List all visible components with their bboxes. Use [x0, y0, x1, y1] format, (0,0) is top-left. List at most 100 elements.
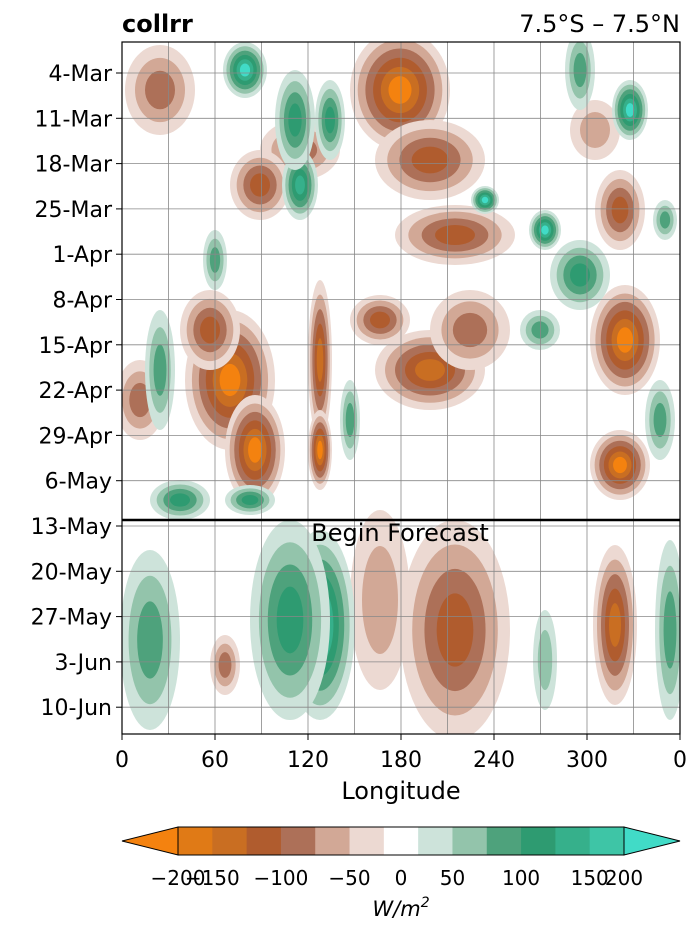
- positive-anomaly-contour: [625, 103, 635, 117]
- positive-anomaly-contour: [659, 211, 671, 229]
- colorbar-segment: [383, 827, 419, 855]
- y-tick-label: 27-May: [31, 606, 112, 631]
- plot-area: [122, 42, 680, 734]
- y-axis: 4-Mar 11-Mar 18-Mar 25-Mar 1-Apr 8-Apr 15-Apr 2…: [31, 62, 122, 721]
- negative-anomaly-contour: [145, 70, 175, 110]
- negative-anomaly-contour: [452, 312, 488, 348]
- positive-anomaly-contour: [541, 225, 549, 235]
- y-tick-label: 3-Jun: [54, 651, 112, 676]
- colorbar-max-extend: [623, 826, 681, 856]
- negative-anomaly-contour: [370, 311, 390, 329]
- negative-anomaly-contour: [415, 359, 445, 381]
- colorbar-tick-label: 100: [502, 866, 540, 890]
- y-tick-label: 6-May: [45, 470, 112, 495]
- x-tick-label: 60: [201, 748, 229, 773]
- colorbar-segment: [452, 827, 488, 855]
- x-tick-label: 240: [473, 748, 515, 773]
- colorbar-min-extend: [121, 826, 179, 856]
- colorbar-tick-label: −50: [328, 866, 370, 890]
- negative-anomaly-contour: [609, 603, 621, 647]
- colorbar-segment: [418, 827, 453, 855]
- positive-anomaly-contour: [137, 601, 163, 679]
- x-tick-label: 0: [673, 748, 687, 773]
- negative-anomaly-contour: [613, 456, 627, 474]
- x-tick-label: 300: [566, 748, 608, 773]
- negative-anomaly-contour: [218, 652, 232, 678]
- positive-anomaly-contour: [481, 196, 489, 204]
- y-tick-label: 11-Mar: [35, 107, 113, 132]
- y-tick-label: 10-Jun: [40, 696, 112, 721]
- negative-anomaly-contour: [316, 338, 324, 382]
- negative-anomaly-contour: [411, 146, 449, 174]
- y-tick-label: 18-Mar: [35, 153, 113, 178]
- y-tick-label: 29-Apr: [38, 424, 112, 449]
- positive-anomaly-contour: [241, 495, 259, 505]
- y-tick-label: 4-Mar: [49, 62, 113, 87]
- positive-anomaly-contour: [345, 402, 355, 438]
- colorbar-segment: [315, 827, 351, 855]
- positive-anomaly-contour: [570, 263, 590, 287]
- colorbar-segment: [212, 827, 248, 855]
- x-axis-label: Longitude: [341, 777, 460, 805]
- colorbar-tick-label: 0: [395, 866, 408, 890]
- negative-anomaly-contour: [362, 546, 398, 654]
- forecast-label: Begin Forecast: [311, 519, 489, 547]
- y-tick-label: 1-Apr: [52, 243, 112, 268]
- positive-anomaly-contour: [537, 630, 553, 690]
- negative-anomaly-contour: [248, 437, 262, 463]
- positive-anomaly-contour: [573, 52, 587, 88]
- negative-anomaly-contour: [317, 440, 323, 460]
- positive-anomaly-contour: [288, 103, 302, 137]
- colorbar-label: W/m2: [372, 895, 429, 921]
- colorbar-tick-label: 200: [605, 866, 643, 890]
- colorbar-segment: [178, 827, 213, 855]
- negative-anomaly-contour: [580, 112, 610, 148]
- chart-title-right: 7.5°S – 7.5°N: [519, 10, 680, 38]
- negative-anomaly-contour: [436, 593, 474, 667]
- negative-anomaly-contour: [616, 327, 634, 353]
- positive-anomaly-contour: [239, 63, 251, 77]
- negative-anomaly-contour: [611, 196, 629, 224]
- positive-anomaly-contour: [295, 175, 305, 195]
- negative-anomaly-contour: [250, 173, 270, 197]
- x-tick-label: 180: [380, 748, 422, 773]
- y-tick-label: 20-May: [31, 560, 112, 585]
- positive-anomaly-contour: [531, 321, 549, 339]
- negative-anomaly-contour: [435, 225, 475, 245]
- colorbar-tick-label: −150: [185, 866, 240, 890]
- colorbar-tick-label: −200: [151, 866, 206, 890]
- grid-lines: [122, 42, 680, 734]
- colorbar-segment: [589, 827, 625, 855]
- negative-anomaly-contour: [388, 76, 412, 104]
- y-tick-label: 25-Mar: [35, 198, 113, 223]
- negative-anomaly-contour: [200, 316, 220, 344]
- colorbar-segment: [280, 827, 316, 855]
- colorbar-segment: [349, 827, 385, 855]
- y-tick-label: 22-Apr: [38, 379, 112, 404]
- y-tick-label: 13-May: [31, 515, 112, 540]
- positive-anomaly-contour: [653, 402, 667, 438]
- contour-fields: [122, 42, 680, 734]
- colorbar-segment: [555, 827, 591, 855]
- negative-anomaly-contour: [219, 363, 241, 397]
- y-tick-label: 8-Apr: [52, 289, 112, 314]
- positive-anomaly-contour: [153, 344, 167, 396]
- positive-anomaly-contour: [170, 493, 190, 507]
- positive-anomaly-contour: [325, 106, 335, 134]
- negative-anomaly-contour: [129, 382, 151, 418]
- colorbar-tick-label: 50: [440, 866, 465, 890]
- positive-anomaly-contour: [276, 586, 304, 654]
- colorbar-tick-label: −100: [253, 866, 308, 890]
- positive-anomaly-contour: [663, 591, 677, 669]
- y-tick-label: 15-Apr: [38, 334, 112, 359]
- colorbar-tick-label: 150: [571, 866, 609, 890]
- x-tick-label: 0: [115, 748, 129, 773]
- colorbar-segment: [521, 827, 556, 855]
- chart-title-left: collrr: [122, 10, 193, 38]
- colorbar-segment: [486, 827, 522, 855]
- x-tick-label: 120: [287, 748, 329, 773]
- colorbar-segment: [246, 827, 282, 855]
- colorbar-frame: [177, 826, 625, 856]
